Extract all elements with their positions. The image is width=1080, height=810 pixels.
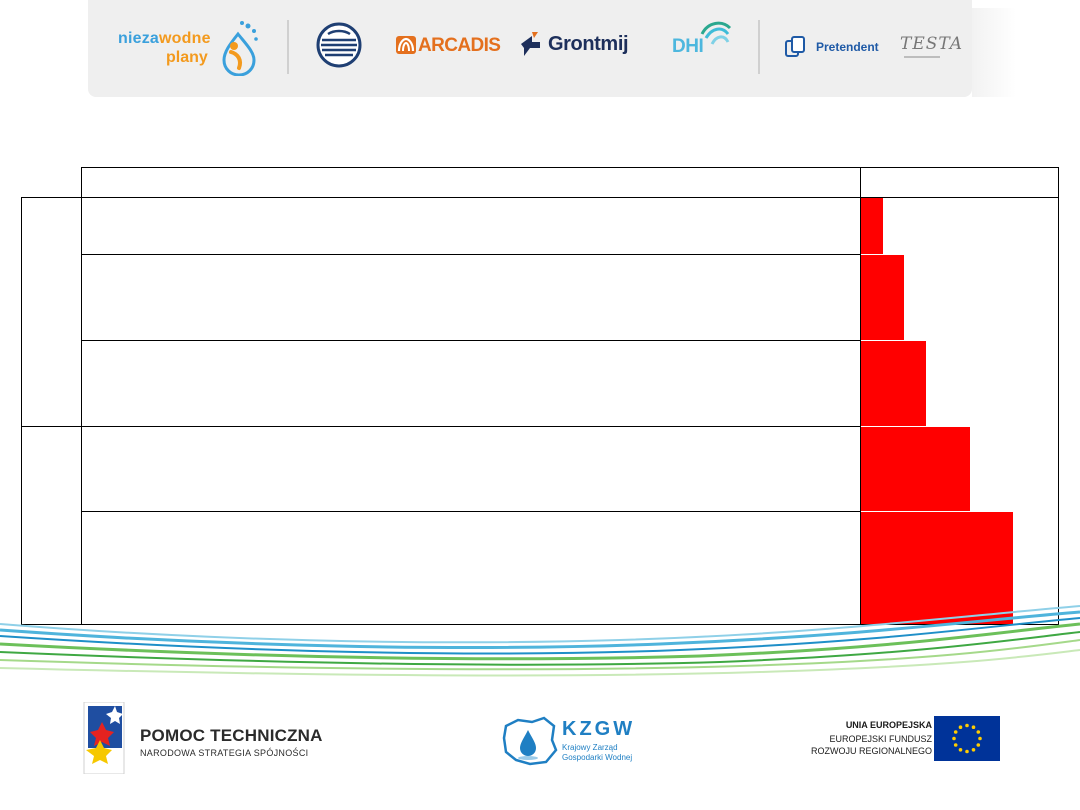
dhi-wave-icon bbox=[700, 21, 732, 45]
eu-text-line1: UNIA EUROPEJSKA bbox=[845, 720, 932, 730]
table-border-left bbox=[21, 197, 22, 625]
eu-star-icon bbox=[971, 748, 976, 752]
imgw-logo-icon bbox=[316, 22, 362, 68]
banner-shadow bbox=[972, 8, 1016, 97]
eu-star-icon bbox=[958, 748, 963, 752]
eu-star-icon bbox=[971, 725, 976, 729]
eu-star-icon bbox=[976, 730, 981, 734]
value-bar bbox=[861, 255, 904, 340]
kzgw-logo: KZGW Krajowy Zarząd Gospodarki Wodnej bbox=[500, 716, 640, 766]
dhi-logo-text: DHI bbox=[672, 36, 704, 57]
kzgw-subtitle-line2: Gospodarki Wodnej bbox=[562, 753, 633, 762]
pomoc-subtitle: NARODOWA STRATEGIA SPÓJNOŚCI bbox=[140, 748, 309, 758]
nss-flag-star-icon bbox=[83, 702, 125, 774]
poland-map-drop-icon bbox=[502, 716, 558, 766]
value-bar bbox=[861, 198, 883, 254]
pomoc-title: POMOC TECHNICZNA bbox=[140, 726, 323, 745]
eu-fund-logo: UNIA EUROPEJSKA EUROPEJSKI FUNDUSZ ROZWO… bbox=[808, 716, 1004, 762]
eu-flag-icon bbox=[934, 716, 1000, 761]
table-row-divider bbox=[81, 340, 860, 341]
decorative-waves bbox=[0, 605, 1080, 677]
table-border-right bbox=[1058, 167, 1059, 625]
eu-star-icon bbox=[953, 743, 958, 747]
table-col-divider bbox=[860, 167, 861, 625]
testa-logo-text: TESTA bbox=[900, 34, 964, 54]
grontmij-logo: Grontmij bbox=[518, 30, 640, 60]
value-bar bbox=[861, 512, 1013, 624]
pretendent-mark-icon bbox=[785, 36, 805, 57]
testa-underline bbox=[904, 56, 940, 58]
niezawodne-plany-logo: niezawodne plany bbox=[118, 20, 268, 76]
logo-text-wodne: wodne bbox=[159, 30, 211, 47]
logo-text-plany: plany bbox=[166, 49, 208, 66]
pretendent-logo-text: Pretendent bbox=[816, 40, 879, 54]
grontmij-mark-icon bbox=[521, 32, 540, 56]
arcadis-logo-text: ARCADIS bbox=[418, 35, 501, 56]
eu-star-icon bbox=[965, 749, 969, 754]
logo-text-nieza: nieza bbox=[118, 30, 160, 47]
pomoc-techniczna-logo: POMOC TECHNICZNA NARODOWA STRATEGIA SPÓJ… bbox=[82, 702, 342, 774]
eu-star-icon bbox=[976, 743, 981, 747]
table-border-top bbox=[81, 167, 1059, 168]
arcadis-mark-icon bbox=[396, 36, 416, 54]
logo-separator bbox=[287, 20, 289, 74]
eu-star-icon bbox=[953, 730, 958, 734]
kzgw-subtitle-line1: Krajowy Zarząd bbox=[562, 743, 618, 752]
water-drop-figure-icon bbox=[222, 21, 258, 76]
eu-star-icon bbox=[952, 736, 956, 741]
pretendent-logo: Pretendent bbox=[784, 34, 888, 60]
eu-text-line3: ROZWOJU REGIONALNEGO bbox=[810, 746, 932, 756]
kzgw-title: KZGW bbox=[562, 718, 636, 740]
grontmij-logo-text: Grontmij bbox=[548, 33, 629, 55]
logo-separator bbox=[758, 20, 760, 74]
table-row-divider bbox=[81, 254, 860, 255]
testa-logo: TESTA bbox=[898, 34, 962, 64]
value-bar bbox=[861, 341, 926, 426]
eu-star-icon bbox=[965, 723, 969, 728]
table-border-bottom bbox=[21, 624, 1059, 625]
table-header-bottom bbox=[21, 197, 1059, 198]
eu-star-icon bbox=[978, 736, 982, 741]
table-col-divider bbox=[81, 167, 82, 625]
eu-text-line2: EUROPEJSKI FUNDUSZ bbox=[829, 734, 932, 744]
table-group-divider bbox=[21, 426, 860, 427]
eu-star-icon bbox=[958, 725, 963, 729]
dhi-logo: DHI bbox=[668, 20, 734, 62]
value-bar bbox=[861, 427, 970, 511]
table-row-divider bbox=[81, 511, 860, 512]
arcadis-logo: ARCADIS bbox=[396, 33, 501, 59]
